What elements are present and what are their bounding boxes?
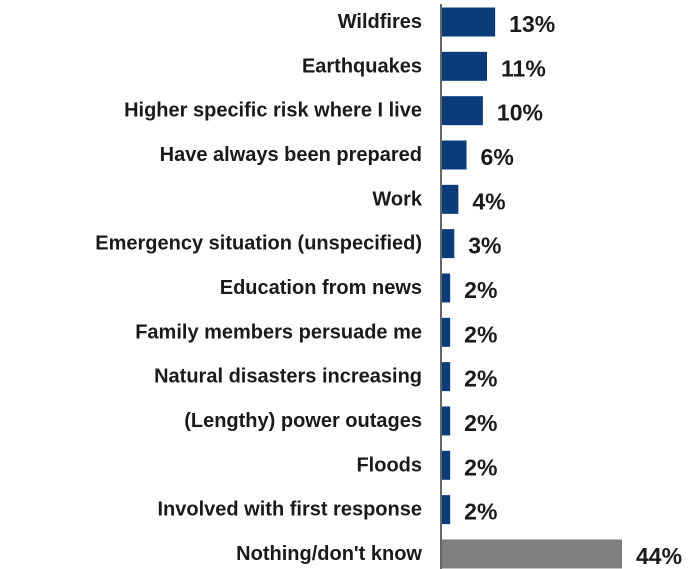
category-label-8: Natural disasters increasing [154,366,422,388]
category-label-2: Higher specific risk where I live [124,100,422,122]
category-label-10: Floods [356,454,422,476]
bar-2 [442,96,483,126]
bar-11 [442,495,451,525]
value-label-9: 2% [464,410,497,436]
category-label-12: Nothing/don't know [236,543,422,565]
category-label-11: Involved with first response [157,499,422,521]
bar-8 [442,362,451,392]
category-label-7: Family members persuade me [135,321,422,343]
category-labels: Wildfires Earthquakes Higher specific risk… [95,11,423,565]
value-label-5: 3% [468,233,501,259]
bar-3 [442,140,467,170]
category-label-4: Work [372,188,423,210]
category-label-0: Wildfires [338,11,422,33]
bar-9 [442,406,451,436]
value-labels: 13% 11% 10% 6% 4% 3% 2% 2% 2% 2% 2% 2% 44% [464,11,682,569]
value-label-11: 2% [464,499,497,525]
category-label-6: Education from news [220,277,422,299]
bar-4 [442,184,459,214]
value-label-3: 6% [481,144,514,170]
bar-6 [442,273,451,303]
category-label-5: Emergency situation (unspecified) [95,233,422,255]
category-label-3: Have always been prepared [160,144,422,166]
bar-10 [442,450,451,480]
value-label-7: 2% [464,321,497,347]
value-label-0: 13% [509,11,555,37]
value-label-12: 44% [636,543,682,569]
value-label-4: 4% [472,188,505,214]
bar-5 [442,229,455,259]
value-label-8: 2% [464,366,497,392]
bar-1 [442,51,487,81]
category-label-9: (Lengthy) power outages [184,410,422,432]
value-label-10: 2% [464,454,497,480]
bar-12 [442,539,622,569]
bar-0 [442,7,496,37]
bar-7 [442,317,451,347]
value-label-2: 10% [497,100,543,126]
value-label-1: 11% [501,55,546,81]
bars [442,7,622,569]
category-label-1: Earthquakes [302,55,422,77]
value-label-6: 2% [464,277,497,303]
